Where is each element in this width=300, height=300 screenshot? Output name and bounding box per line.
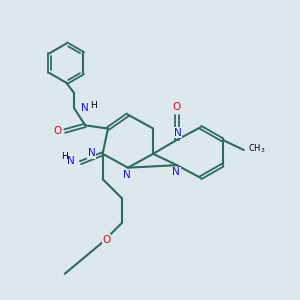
Text: O: O [54,126,62,136]
Text: CH$_3$: CH$_3$ [248,142,265,155]
Text: H: H [61,152,68,161]
Text: O: O [102,235,110,245]
Text: N: N [172,167,180,177]
Text: O: O [173,102,181,112]
Text: N: N [123,169,131,180]
Text: N: N [81,103,89,113]
Text: N: N [174,128,181,138]
Text: N: N [88,148,96,158]
Text: H: H [90,101,97,110]
Text: N: N [67,156,75,166]
